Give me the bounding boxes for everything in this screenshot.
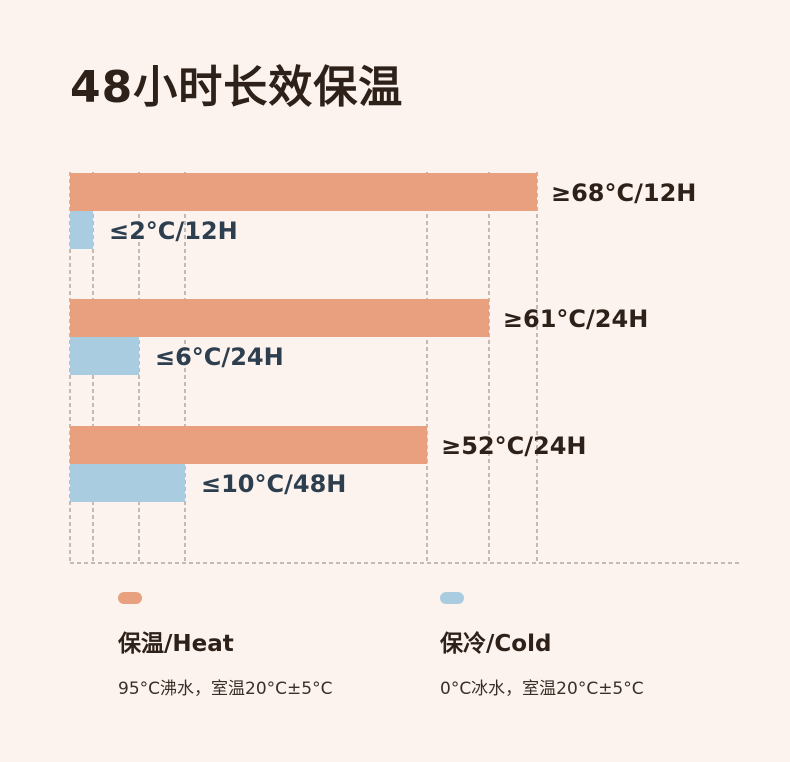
cold-bar [70, 211, 93, 249]
legend-heat-title: 保温/Heat [118, 631, 234, 657]
legend-cold: 保冷/Cold 0°C冰水，室温20°C±5°C [440, 592, 644, 699]
page-title: 48小时长效保温 [70, 62, 404, 113]
heat-bar [70, 299, 489, 337]
cold-bar-label: ≤10°C/48H [201, 470, 346, 498]
cold-bar-label: ≤6°C/24H [155, 343, 284, 371]
heat-bar [70, 173, 537, 211]
heat-bar [70, 426, 428, 464]
legend-heat-desc: 95°C沸水，室温20°C±5°C [118, 679, 333, 699]
heat-bar-label: ≥68°C/12H [551, 179, 696, 207]
legend-cold-swatch [440, 592, 464, 604]
cold-bar [70, 337, 139, 375]
legend-heat: 保温/Heat 95°C沸水，室温20°C±5°C [118, 592, 332, 699]
cold-bar [70, 464, 185, 502]
legend-heat-swatch [118, 592, 142, 604]
cold-bar-label: ≤2°C/12H [109, 217, 238, 245]
legend-cold-desc: 0°C冰水，室温20°C±5°C [440, 679, 644, 699]
thermal-bar-chart: ≥68°C/12H ≤2°C/12H ≥61°C/24H ≤6°C/24H ≥52°C/… [69, 172, 740, 564]
heat-bar-label: ≥61°C/24H [503, 305, 648, 333]
legend-cold-title: 保冷/Cold [440, 631, 552, 657]
heat-bar-label: ≥52°C/24H [441, 432, 586, 460]
